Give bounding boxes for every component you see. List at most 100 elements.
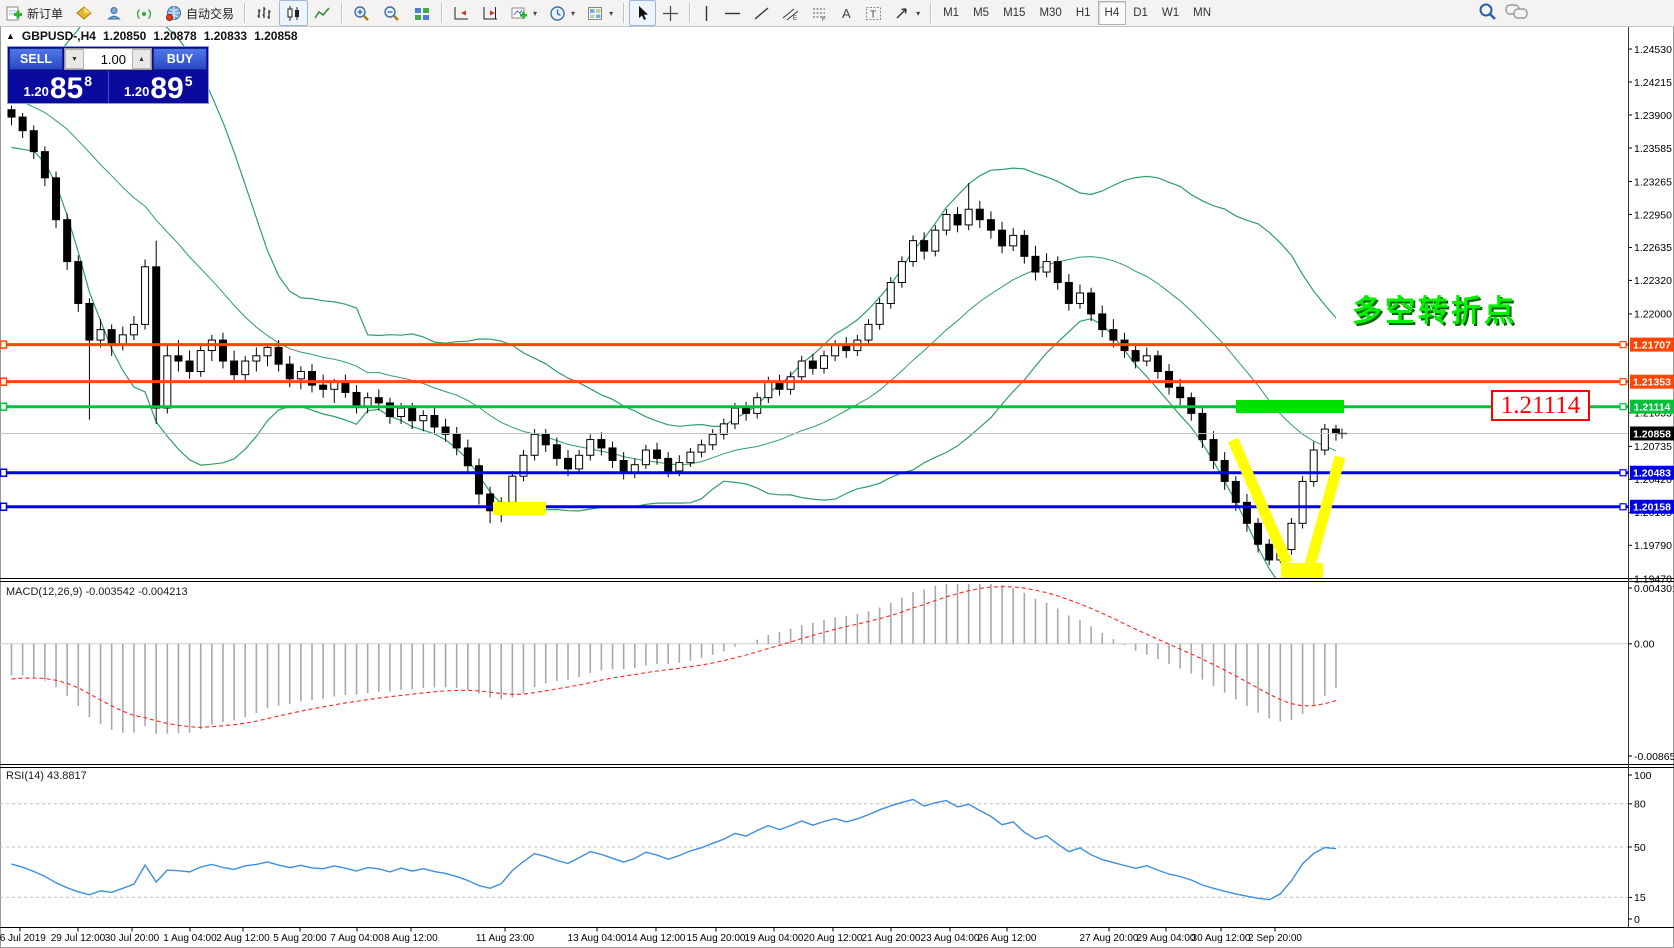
buy-price-prefix: 1.20 xyxy=(124,84,150,99)
template-button[interactable]: ▾ xyxy=(581,0,619,26)
auto-scroll-button[interactable] xyxy=(447,0,476,26)
arrows-icon xyxy=(894,5,911,22)
tile-windows-button[interactable] xyxy=(407,0,437,26)
collapse-triangle-icon[interactable]: ▲ xyxy=(6,31,15,41)
signals-icon xyxy=(135,5,153,22)
market-watch-button[interactable] xyxy=(69,0,99,26)
channel-button[interactable]: E xyxy=(776,0,805,26)
sell-price-prefix: 1.20 xyxy=(23,84,49,99)
buy-price[interactable]: 1.20 89 5 xyxy=(109,71,209,105)
chat-icon[interactable] xyxy=(1505,2,1529,24)
time-axis-label: 15 Aug 20:00 xyxy=(687,933,746,944)
fibonacci-button[interactable]: F xyxy=(805,0,834,26)
search-icon[interactable] xyxy=(1478,2,1497,24)
timeframe-mn-button[interactable]: MN xyxy=(1193,7,1212,19)
new-order-button[interactable]: 新订单 xyxy=(0,0,69,26)
timeframe-h4-button[interactable]: H4 xyxy=(1097,1,1127,25)
candle-chart-icon xyxy=(285,5,302,22)
channel-icon: E xyxy=(782,5,799,22)
volume-stepper: ▼ 1.00 ▲ xyxy=(64,48,152,70)
chart-title: ▲ GBPUSD-,H4 1.20850 1.20878 1.20833 1.2… xyxy=(6,29,298,43)
timeframe-h1-button[interactable]: H1 xyxy=(1075,7,1091,19)
svg-text:T: T xyxy=(870,9,876,20)
svg-text:1.24530: 1.24530 xyxy=(1634,44,1672,56)
volume-input[interactable]: 1.00 xyxy=(84,49,132,69)
dropdown-caret-icon: ▾ xyxy=(571,8,576,18)
timeframe-d1-button[interactable]: D1 xyxy=(1133,7,1148,19)
svg-text:1.23265: 1.23265 xyxy=(1634,176,1672,188)
time-axis-label: 2 Aug 12:00 xyxy=(216,933,270,944)
timeframe-bar: M1 M5 M15 M30 H1 H4 D1 W1 MN xyxy=(936,0,1218,26)
svg-text:0.004301: 0.004301 xyxy=(1634,583,1674,595)
trendline-button[interactable] xyxy=(747,0,776,26)
zoom-in-button[interactable] xyxy=(347,0,377,26)
ohlc-close: 1.20858 xyxy=(254,29,298,43)
toolbar-separator xyxy=(930,3,933,23)
macd-indicator-label: MACD(12,26,9) -0.003542 -0.004213 xyxy=(6,586,188,598)
turning-point-annotation[interactable]: 多空转折点 xyxy=(1352,295,1517,328)
time-axis-label: 11 Aug 23:00 xyxy=(476,933,535,944)
period-button[interactable]: ▾ xyxy=(543,0,581,26)
svg-text:1.22635: 1.22635 xyxy=(1634,242,1672,254)
volume-down-button[interactable]: ▼ xyxy=(65,49,84,69)
horizontal-line-icon xyxy=(724,5,741,22)
market-watch-icon xyxy=(75,5,93,22)
time-axis-label: 5 Aug 20:00 xyxy=(273,933,327,944)
horizontal-line-button[interactable] xyxy=(718,0,747,26)
crosshair-button[interactable] xyxy=(656,0,685,26)
svg-text:0: 0 xyxy=(1634,914,1640,926)
text-label-button[interactable]: T xyxy=(859,0,888,26)
arrows-button[interactable]: ▾ xyxy=(888,0,926,26)
svg-text:50: 50 xyxy=(1634,842,1646,854)
timeframe-m30-button[interactable]: M30 xyxy=(1039,7,1062,19)
text-button[interactable]: A xyxy=(834,0,859,26)
svg-text:A: A xyxy=(842,6,851,21)
auto-scroll-icon xyxy=(453,5,470,22)
sell-button[interactable]: SELL xyxy=(9,48,63,70)
dropdown-caret-icon: ▾ xyxy=(916,8,921,18)
zoom-out-button[interactable] xyxy=(377,0,407,26)
timeframe-m1-button[interactable]: M1 xyxy=(943,7,960,19)
time-axis-label: 8 Aug 12:00 xyxy=(384,933,438,944)
vertical-line-button[interactable] xyxy=(695,0,718,26)
svg-text:1.22950: 1.22950 xyxy=(1634,209,1672,221)
timeframe-m5-button[interactable]: M5 xyxy=(973,7,990,19)
chart-shift-button[interactable] xyxy=(476,0,505,26)
svg-text:E: E xyxy=(793,16,797,22)
timeframe-m15-button[interactable]: M15 xyxy=(1003,7,1026,19)
ohlc-open: 1.20850 xyxy=(102,29,147,43)
time-axis-label: 21 Aug 20:00 xyxy=(862,933,921,944)
time-axis-label: 26 Jul 2019 xyxy=(0,933,46,944)
svg-text:15: 15 xyxy=(1634,892,1646,904)
cursor-button[interactable] xyxy=(629,0,657,26)
time-axis-label: 14 Aug 12:00 xyxy=(627,933,686,944)
time-axis-label: 2 Sep 20:00 xyxy=(1248,933,1302,944)
macd-histogram xyxy=(10,584,1337,734)
price-callout-box[interactable]: 1.21114 xyxy=(1491,390,1590,421)
svg-text:1.19470: 1.19470 xyxy=(1634,574,1672,586)
volume-up-button[interactable]: ▲ xyxy=(132,49,151,69)
sell-price-main: 85 xyxy=(49,72,84,105)
line-chart-button[interactable] xyxy=(308,0,337,26)
candle-chart-button[interactable] xyxy=(279,0,309,26)
svg-text:1.23900: 1.23900 xyxy=(1634,110,1672,122)
svg-text:1.22320: 1.22320 xyxy=(1634,275,1672,287)
bar-chart-button[interactable] xyxy=(250,0,279,26)
timeframe-w1-button[interactable]: W1 xyxy=(1161,7,1180,19)
signals-button[interactable] xyxy=(129,0,159,26)
new-chart-button[interactable]: ▾ xyxy=(505,0,543,26)
main-toolbar: 新订单 自动交易 ▾ ▾ xyxy=(0,0,1674,27)
buy-button[interactable]: BUY xyxy=(153,48,207,70)
auto-trading-label: 自动交易 xyxy=(186,6,235,21)
toolbar-separator xyxy=(441,3,444,23)
sell-price[interactable]: 1.20 85 8 xyxy=(8,71,109,105)
rsi-line xyxy=(11,798,1337,901)
ohlc-high: 1.20878 xyxy=(153,29,197,43)
buy-price-main: 89 xyxy=(150,72,184,105)
auto-trading-button[interactable]: 自动交易 xyxy=(159,0,240,26)
profiles-button[interactable] xyxy=(99,0,129,26)
time-axis-label: 19 Aug 04:00 xyxy=(745,933,804,944)
svg-text:1.20735: 1.20735 xyxy=(1634,441,1672,453)
time-axis-label: 27 Aug 20:00 xyxy=(1080,933,1139,944)
